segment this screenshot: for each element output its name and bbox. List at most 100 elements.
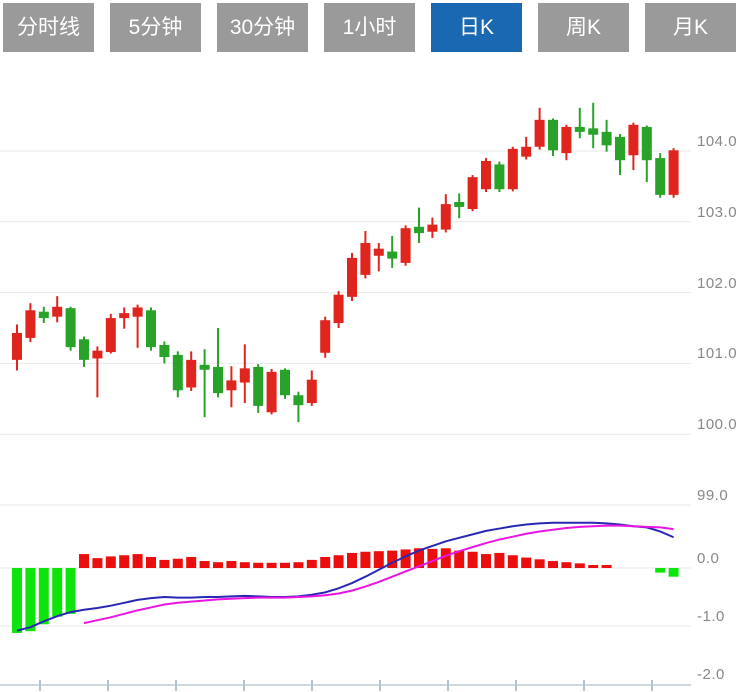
macd-histogram-bar [601, 565, 612, 568]
macd-histogram-bar [427, 548, 438, 568]
y-axis-label-price: 100.0 [697, 416, 738, 434]
tab-daily-k[interactable]: 日K [431, 3, 522, 52]
candle-body [427, 224, 438, 232]
tab-weekly-k[interactable]: 周K [538, 3, 629, 52]
candle-body [186, 359, 197, 388]
candle-body [226, 380, 237, 391]
macd-histogram-bar [347, 552, 357, 568]
macd-histogram-bar [360, 551, 371, 568]
y-axis-label-price: 99.0 [697, 487, 729, 504]
macd-histogram-bar [333, 555, 344, 568]
y-axis-label-macd: -1.0 [697, 608, 725, 625]
candle-body [159, 344, 170, 358]
candle-body [521, 146, 532, 157]
dea-line [83, 524, 674, 625]
macd-histogram-bar [226, 561, 237, 568]
candle-body [79, 339, 89, 360]
candle-body [454, 201, 465, 207]
macd-histogram-bar [38, 568, 49, 625]
candle-body [628, 124, 639, 156]
macd-histogram-bar [373, 551, 384, 568]
candle-body [588, 128, 599, 135]
candle-body [601, 131, 612, 146]
macd-histogram-bar [574, 563, 585, 568]
macd-histogram-bar [440, 548, 451, 568]
macd-histogram-bar [65, 568, 76, 614]
y-axis-label-price: 101.0 [697, 345, 738, 363]
macd-histogram-bar [186, 556, 197, 568]
y-axis-label-price: 103.0 [697, 203, 738, 221]
tab-1hour[interactable]: 1小时 [324, 3, 415, 52]
macd-histogram-bar [588, 565, 599, 568]
y-axis-label-macd: -2.0 [697, 666, 725, 683]
y-axis-label-price: 104.0 [697, 133, 738, 150]
macd-histogram-bar [280, 562, 290, 568]
macd-histogram-bar [213, 562, 223, 568]
candle-body [534, 119, 545, 147]
macd-histogram-bar [159, 559, 170, 568]
macd-histogram-bar [521, 557, 532, 568]
macd-histogram-bar [548, 561, 558, 568]
macd-histogram-bar [253, 562, 264, 568]
macd-histogram-bar [239, 562, 250, 568]
candle-body [615, 136, 625, 161]
candle-body [360, 243, 371, 275]
macd-histogram-bar [266, 562, 277, 568]
macd-histogram-bar [467, 551, 478, 568]
macd-histogram-bar [92, 558, 103, 568]
macd-histogram-bar [25, 568, 36, 632]
macd-histogram-bar [199, 561, 210, 568]
macd-histogram-bar [481, 554, 491, 568]
macd-histogram-bar [306, 559, 317, 568]
macd-histogram-bar [320, 556, 331, 568]
candle-body [373, 248, 384, 256]
candle-body [12, 332, 22, 360]
candle-body [481, 160, 491, 190]
candle-body [52, 306, 63, 317]
macd-histogram-bar [561, 562, 572, 568]
candle-body [213, 366, 223, 394]
macd-histogram-bar [132, 554, 143, 568]
candle-body [440, 204, 451, 230]
candle-body [199, 364, 210, 370]
timeframe-tabs: 分时线 5分钟 30分钟 1小时 日K 周K 月K [3, 3, 736, 52]
tab-5min[interactable]: 5分钟 [110, 3, 201, 52]
candle-body [561, 126, 572, 154]
candle-body [400, 228, 411, 263]
candle-body [494, 164, 505, 190]
candle-body [548, 119, 558, 151]
macd-histogram-bar [534, 559, 545, 568]
macd-histogram-bar [105, 556, 116, 568]
macd-histogram-bar [400, 549, 411, 568]
candle-body [293, 395, 304, 406]
tab-timeline[interactable]: 分时线 [3, 3, 94, 52]
candle-body [306, 379, 317, 404]
macd-histogram-bar [172, 558, 183, 568]
candle-body [38, 311, 49, 319]
candle-body [280, 369, 290, 396]
y-axis-label-price: 102.0 [697, 274, 738, 292]
macd-histogram-bar [507, 555, 518, 568]
macd-histogram-bar [668, 568, 679, 577]
candle-body [146, 310, 156, 348]
candle-body [414, 226, 424, 234]
candle-body [172, 354, 183, 391]
macd-histogram-bar [494, 552, 505, 568]
candle-body [655, 158, 666, 195]
candle-body [387, 251, 398, 259]
macd-histogram-bar [454, 550, 465, 568]
macd-histogram-bar [52, 568, 63, 617]
candle-body [92, 350, 103, 359]
candle-body [333, 294, 344, 324]
macd-histogram-bar [146, 556, 156, 568]
candle-body [507, 148, 518, 190]
tab-monthly-k[interactable]: 月K [645, 3, 736, 52]
candle-body [119, 313, 130, 319]
candle-body [266, 371, 277, 413]
macd-histogram-bar [119, 555, 130, 568]
candle-body [25, 310, 36, 338]
candle-body [253, 366, 264, 406]
tab-30min[interactable]: 30分钟 [217, 3, 308, 52]
